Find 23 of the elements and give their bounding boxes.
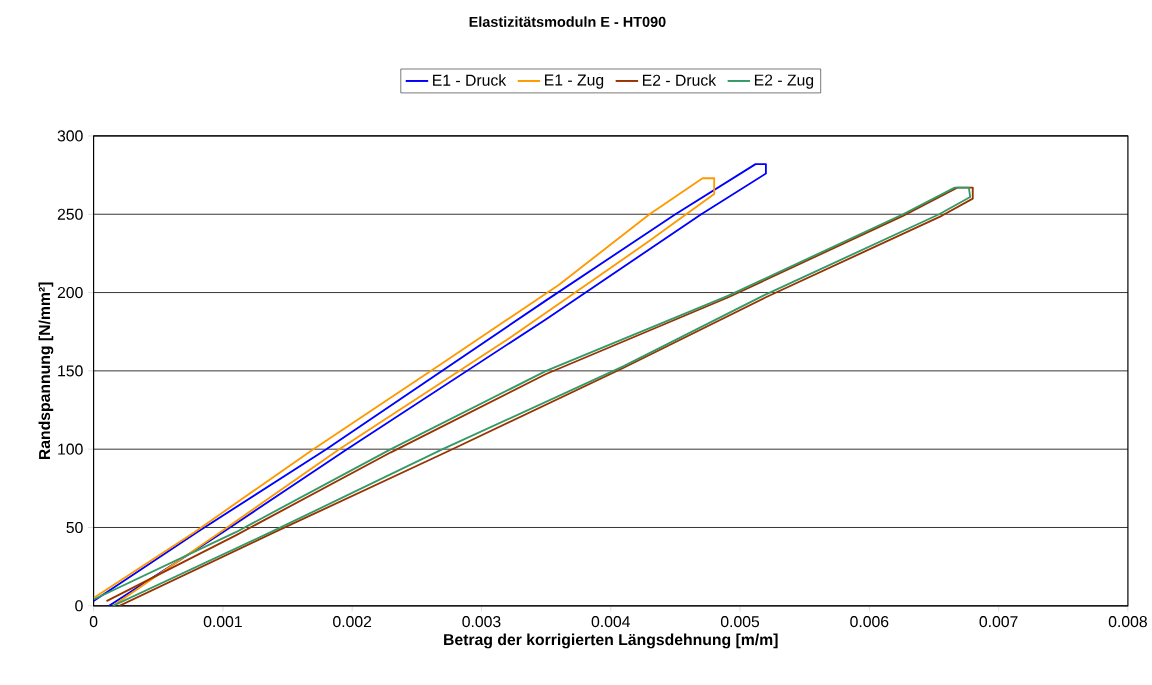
x-tick-label: 0 <box>89 616 98 628</box>
x-tick-label: 0.008 <box>1108 616 1147 628</box>
y-tick-label: 300 <box>57 130 83 142</box>
y-axis-title: Randspannung [N/mm²] <box>38 282 54 460</box>
legend-label: E2 - Zug <box>754 74 814 89</box>
x-tick-label: 0.003 <box>462 616 501 628</box>
y-tick-label: 150 <box>58 365 83 377</box>
x-tick-label: 0.001 <box>203 616 242 628</box>
legend-label: E1 - Druck <box>433 74 507 87</box>
y-tick-label: 100 <box>58 443 83 455</box>
x-tick-label: 0.004 <box>591 616 630 628</box>
y-tick-label: 200 <box>57 287 83 299</box>
x-tick-label: 0.006 <box>850 616 889 628</box>
x-axis-title: Betrag der korrigierten Längsdehnung [m/m] <box>444 633 778 649</box>
chart-title: Elastizitätsmoduln E - HT090 <box>469 16 666 28</box>
x-tick-label: 0.002 <box>333 616 372 628</box>
x-tick-label: 0.007 <box>979 616 1018 628</box>
legend-label: E2 - Druck <box>643 74 717 87</box>
x-tick-label: 0.005 <box>720 616 760 628</box>
y-tick-label: 50 <box>66 522 83 534</box>
y-tick-label: 250 <box>57 208 83 220</box>
legend-label: E1 - Zug <box>545 74 604 89</box>
y-tick-label: 0 <box>75 600 83 612</box>
